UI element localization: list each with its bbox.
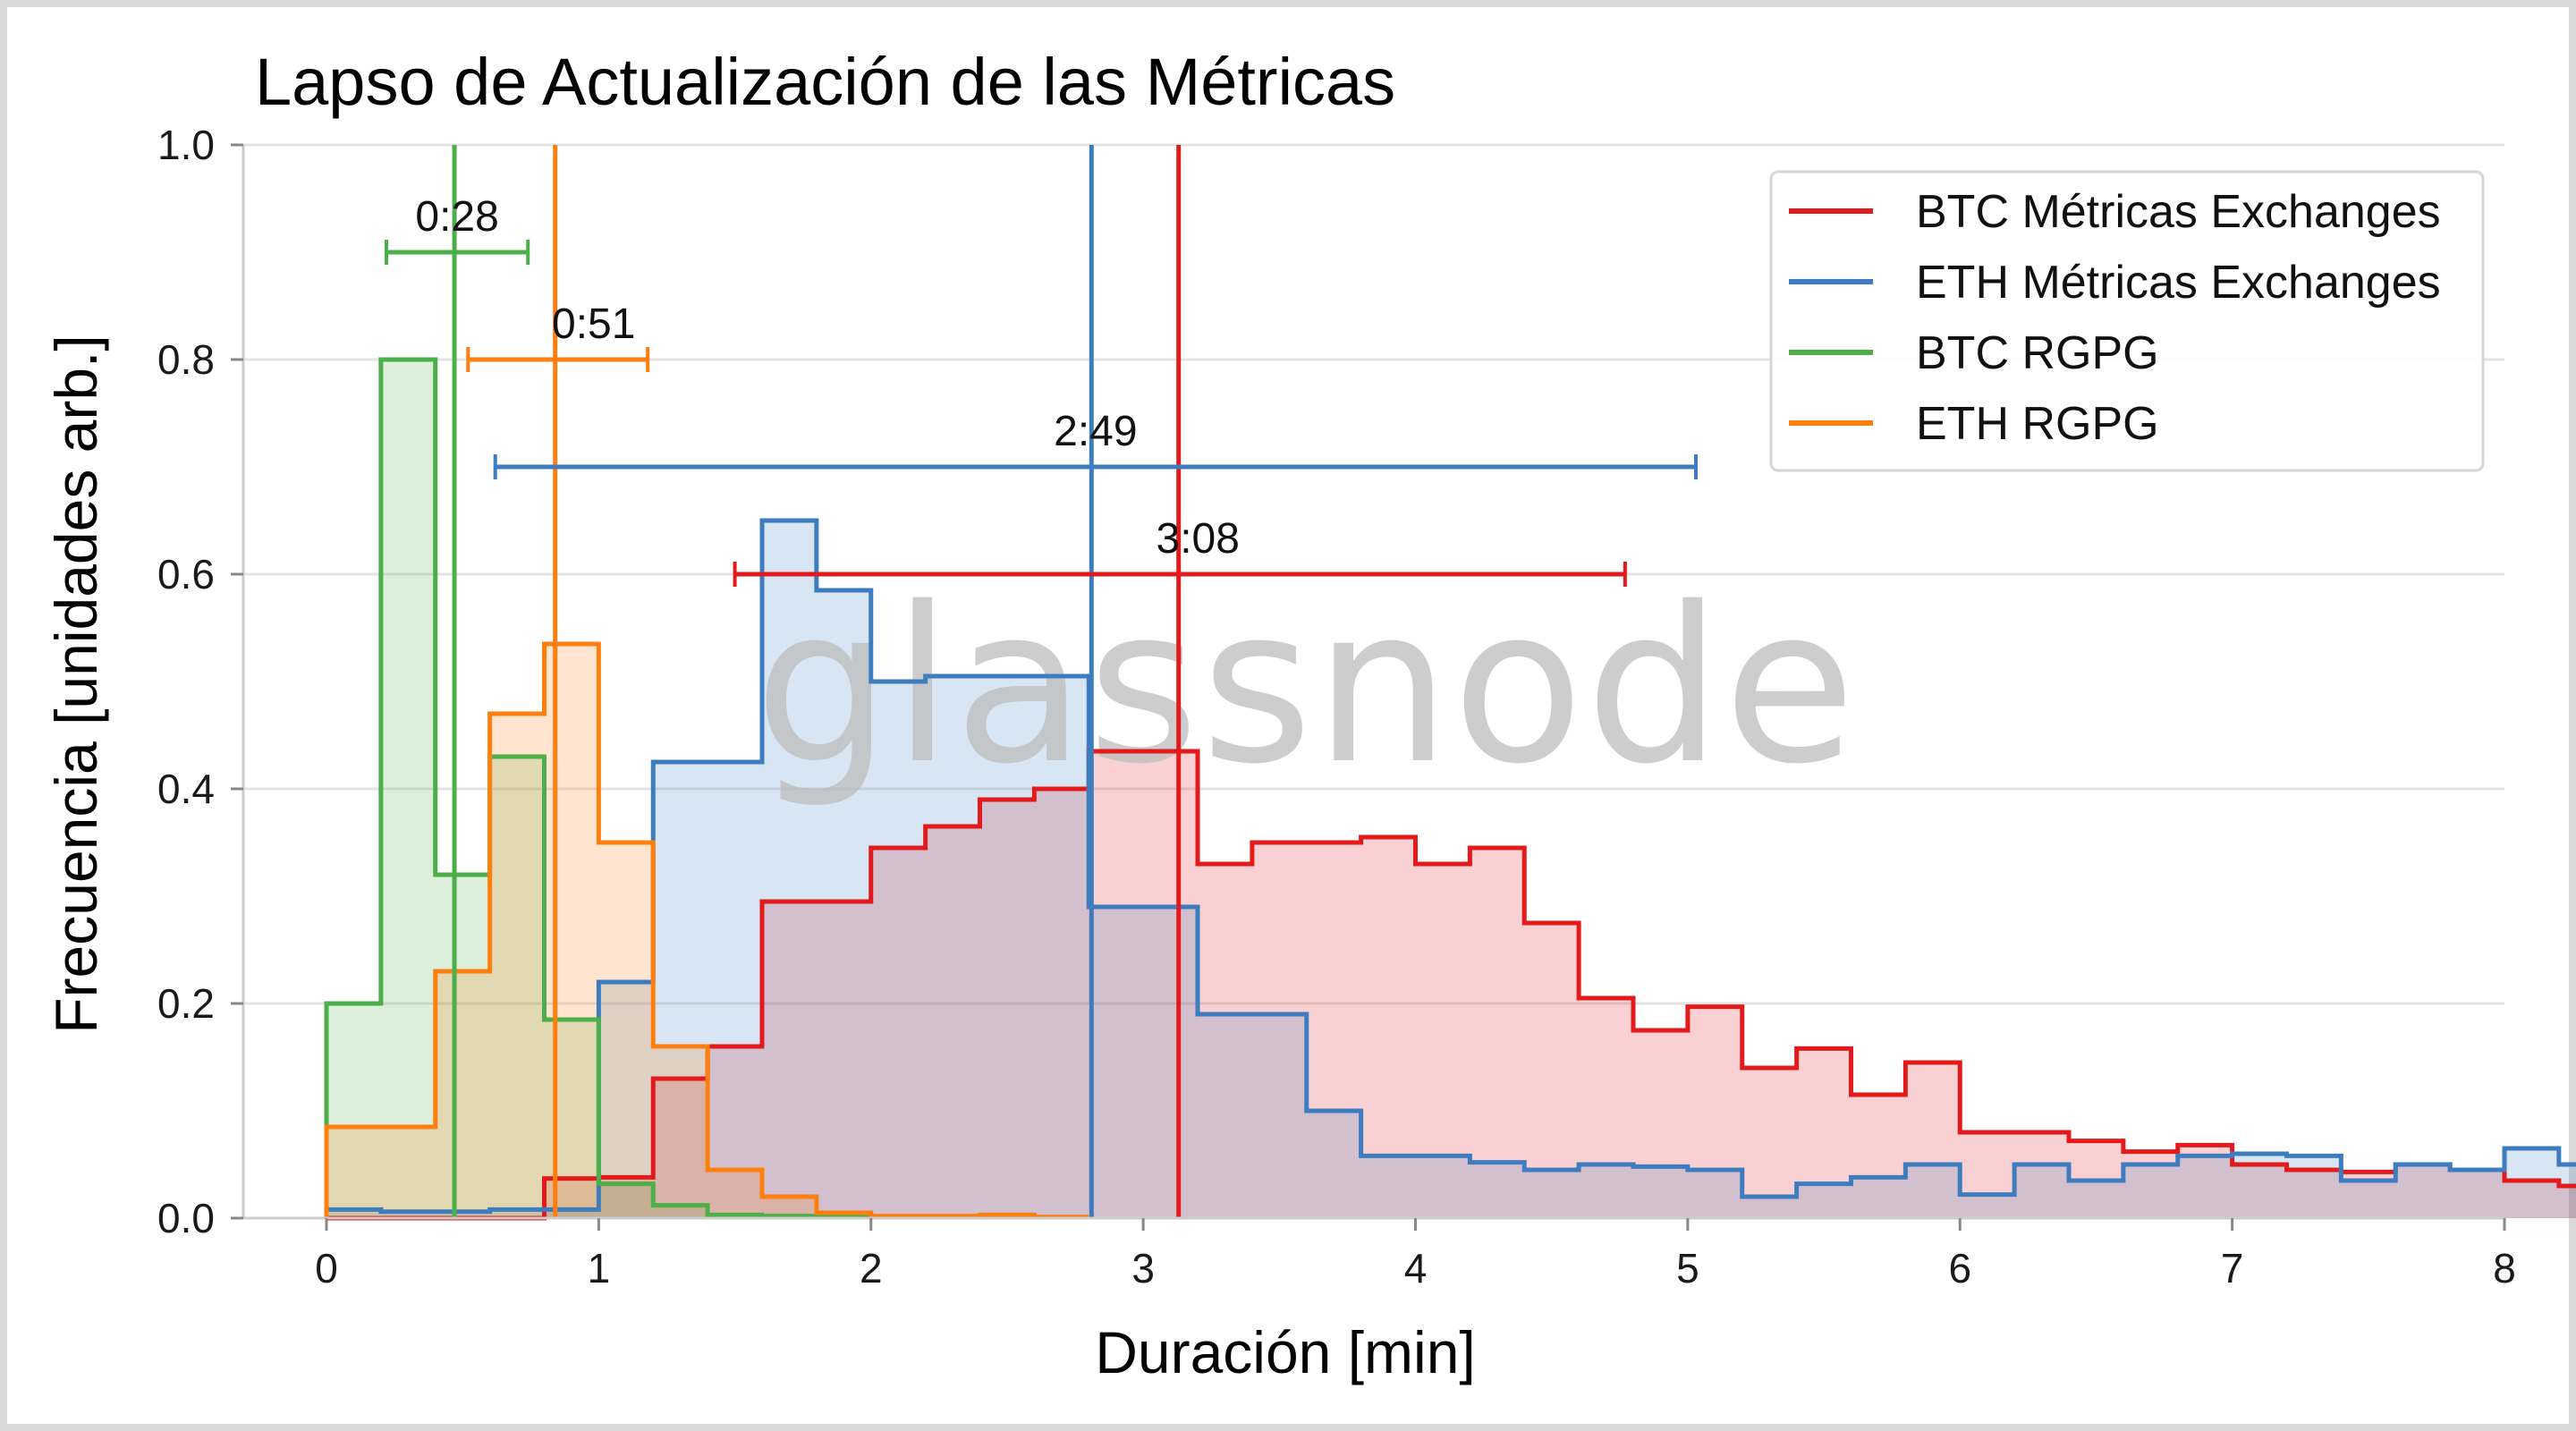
y-tick-label-3: 0.6 xyxy=(157,551,215,597)
legend-label-eth-metricas-exchanges: ETH Métricas Exchanges xyxy=(1916,257,2441,309)
y-tick-label-2: 0.4 xyxy=(157,766,215,812)
x-tick-label-6: 6 xyxy=(1948,1245,1971,1291)
y-tick-label-0: 0.0 xyxy=(157,1195,215,1241)
x-axis-label: Duración [min] xyxy=(1095,1319,1476,1385)
y-axis-label: Frecuencia [unidades arb.] xyxy=(43,334,109,1033)
error-bar-label-eth-metricas-exchanges: 2:49 xyxy=(1054,408,1137,455)
hist-fill-eth-rgpg xyxy=(326,644,1089,1218)
error-bar-label-eth-rgpg: 0:51 xyxy=(552,301,635,348)
mean-lines xyxy=(452,145,1182,1218)
x-tick-label-5: 5 xyxy=(1676,1245,1699,1291)
legend-label-eth-rgpg: ETH RGPG xyxy=(1916,398,2159,450)
chart-title: Lapso de Actualización de las Métricas xyxy=(255,45,1395,119)
y-tick-label-4: 0.8 xyxy=(157,336,215,383)
x-tick-label-7: 7 xyxy=(2221,1245,2244,1291)
x-tick-label-2: 2 xyxy=(860,1245,883,1291)
x-tick-label-3: 3 xyxy=(1131,1245,1155,1291)
tick-labels: 0 1 2 3 4 5 6 7 8 0.0 0.2 0.4 0.6 0.8 1.0 xyxy=(157,122,2516,1291)
x-tick-label-1: 1 xyxy=(588,1245,611,1291)
error-bar-label-btc-metricas-exchanges: 3:08 xyxy=(1157,515,1240,563)
error-bars: 3:08 2:49 0:28 0:51 xyxy=(384,193,1699,587)
hist-outline-eth-metricas-exchanges xyxy=(324,518,2576,1218)
legend-label-btc-rgpg: BTC RGPG xyxy=(1916,327,2159,379)
legend-label-btc-metricas-exchanges: BTC Métricas Exchanges xyxy=(1916,186,2441,238)
y-tick-label-1: 0.2 xyxy=(157,980,215,1027)
hist-fill-eth-metricas-exchanges xyxy=(326,521,2576,1218)
hist-outline-btc-rgpg xyxy=(324,357,871,1220)
error-bar-label-btc-rgpg: 0:28 xyxy=(415,193,498,241)
legend-box xyxy=(1769,170,2485,472)
x-tick-label-4: 4 xyxy=(1404,1245,1428,1291)
y-tick-label-5: 1.0 xyxy=(157,122,215,168)
legend: BTC Métricas Exchanges ETH Métricas Excha… xyxy=(1769,170,2485,472)
axes xyxy=(231,143,2506,1231)
hist-fill-btc-metricas-exchanges xyxy=(326,751,2576,1218)
hist-outline-btc-metricas-exchanges xyxy=(326,749,2576,1221)
histogram-fills xyxy=(326,360,2576,1218)
watermark: glassnode xyxy=(754,561,1857,811)
x-tick-label-8: 8 xyxy=(2493,1245,2516,1291)
hist-fill-btc-rgpg xyxy=(326,360,871,1218)
x-tick-label-0: 0 xyxy=(315,1245,338,1291)
